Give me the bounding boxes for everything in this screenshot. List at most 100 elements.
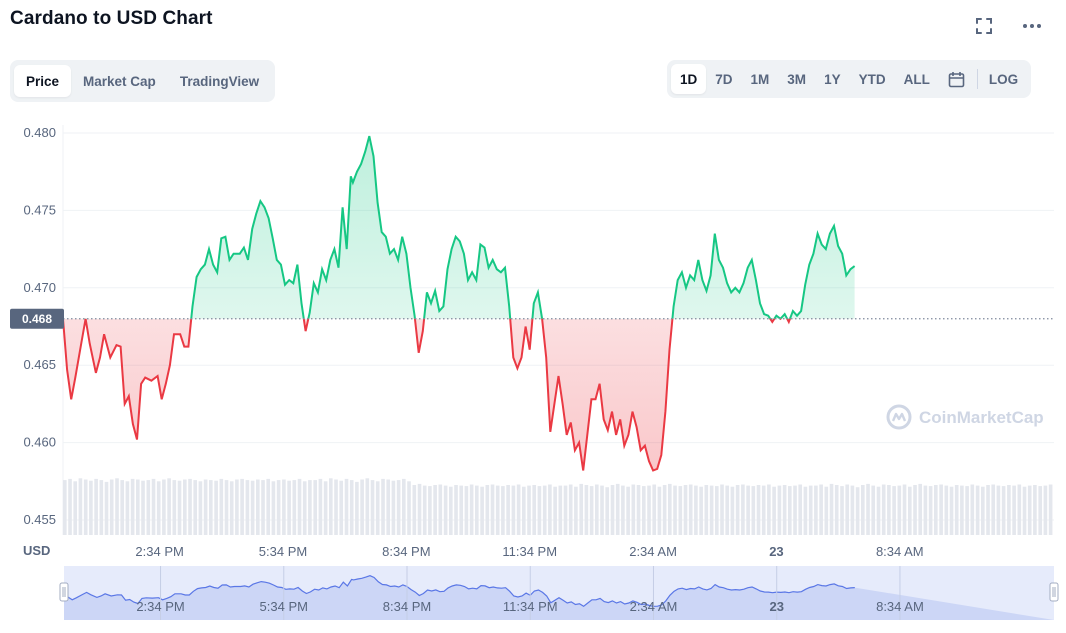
volume-bar [683, 485, 688, 535]
volume-bar [256, 479, 260, 535]
volume-bar [866, 483, 870, 535]
volume-bar [986, 485, 990, 535]
volume-bar [109, 479, 114, 535]
price-area-down [63, 318, 855, 471]
volume-bar [610, 485, 615, 535]
volume-bar [428, 486, 432, 535]
volume-bar [928, 486, 933, 535]
range-navigator[interactable]: 2:34 PM 5:34 PM 8:34 PM 11:34 PM 2:34 AM 23 8:… [59, 566, 1059, 620]
volume-bar [407, 481, 411, 535]
volume-bar [475, 485, 479, 535]
volume-bar [214, 480, 218, 535]
volume-bar [829, 483, 834, 535]
volume-bar [892, 486, 896, 535]
volume-bar [934, 485, 938, 535]
volume-bar [913, 485, 917, 535]
volume-bar [443, 485, 448, 535]
volume-bar [506, 485, 510, 535]
range-all[interactable]: ALL [903, 71, 930, 87]
volume-bar [949, 486, 954, 535]
calendar-icon[interactable] [939, 64, 975, 94]
volume-bar [313, 480, 318, 535]
volume-bar [115, 478, 119, 535]
volume-bar [511, 485, 516, 535]
volume-bar [146, 480, 151, 535]
volume-bar [480, 486, 484, 535]
volume-bar [224, 480, 229, 535]
volume-bar [662, 485, 667, 535]
volume-bar [417, 483, 422, 535]
price-line-up [63, 135, 856, 319]
range-3m[interactable]: 3M [787, 71, 807, 87]
x-tick-label: 8:34 PM [382, 544, 430, 559]
y-tick-label: 0.465 [23, 357, 56, 372]
navigator-handle-left[interactable] [59, 582, 69, 602]
navigator-tick-label: 8:34 AM [876, 599, 924, 614]
x-tick-label: 8:34 AM [876, 544, 924, 559]
volume-bar [209, 480, 213, 535]
volume-bar [960, 485, 964, 535]
volume-bar [767, 484, 771, 535]
volume-bar [516, 484, 521, 535]
volume-bar [652, 484, 657, 535]
volume-bar [1027, 485, 1032, 535]
volume-bar [699, 486, 703, 535]
more-horizontal-icon[interactable] [1020, 14, 1044, 38]
navigator-handle-right[interactable] [1049, 582, 1059, 602]
range-ytd[interactable]: YTD [858, 71, 886, 87]
volume-bar [772, 486, 776, 535]
volume-bar [605, 487, 610, 535]
volume-bar [73, 481, 78, 535]
volume-bar [908, 486, 912, 535]
volume-bar [365, 478, 370, 535]
volume-bar [1017, 484, 1022, 535]
volume-bar [694, 485, 698, 535]
range-1y[interactable]: 1Y [824, 71, 841, 87]
navigator-tick-label: 2:34 PM [136, 599, 184, 614]
tab-tradingview[interactable]: TradingView [179, 73, 260, 89]
volume-bar [730, 486, 735, 535]
volume-bar [501, 486, 505, 535]
price-area [63, 136, 855, 471]
volume-bar [167, 478, 171, 535]
volume-bar [104, 481, 109, 535]
volume-bar [975, 485, 980, 535]
range-7d[interactable]: 7D [715, 71, 733, 87]
volume-bar [495, 485, 500, 535]
volume-bar [579, 483, 584, 535]
volume-bar [647, 485, 651, 535]
volume-bar [678, 486, 683, 535]
fullscreen-icon[interactable] [972, 14, 996, 38]
navigator-tick-label: 8:34 PM [383, 599, 431, 614]
volume-bar [756, 485, 761, 535]
volume-bar [584, 485, 589, 535]
volume-bar [172, 480, 177, 535]
volume-bar [725, 485, 730, 535]
tab-market-cap[interactable]: Market Cap [83, 73, 156, 89]
volume-bar [631, 484, 636, 535]
volume-bar [1001, 486, 1006, 535]
volume-bar [876, 486, 881, 535]
volume-bar [391, 480, 396, 535]
volume-bar [130, 478, 135, 535]
volume-bar [814, 485, 818, 535]
volume-bar [198, 481, 203, 535]
volume-bar [735, 485, 740, 535]
volume-bar [553, 486, 557, 535]
navigator-tick-label: 23 [769, 599, 783, 614]
volume-bar [746, 485, 750, 535]
volume-bar [548, 484, 552, 535]
tab-price[interactable]: Price [14, 65, 72, 97]
volume-bar [574, 486, 578, 535]
volume-bar [803, 486, 808, 535]
volume-bar [715, 486, 719, 535]
price-area-up [191, 136, 855, 319]
log-scale-button[interactable]: LOG [988, 71, 1019, 87]
volume-bar [954, 485, 959, 535]
range-1d[interactable]: 1D [671, 64, 707, 94]
range-1m[interactable]: 1M [750, 71, 770, 87]
volume-bar [981, 486, 985, 535]
volume-bar [542, 485, 547, 535]
y-tick-label: 0.475 [23, 202, 56, 217]
